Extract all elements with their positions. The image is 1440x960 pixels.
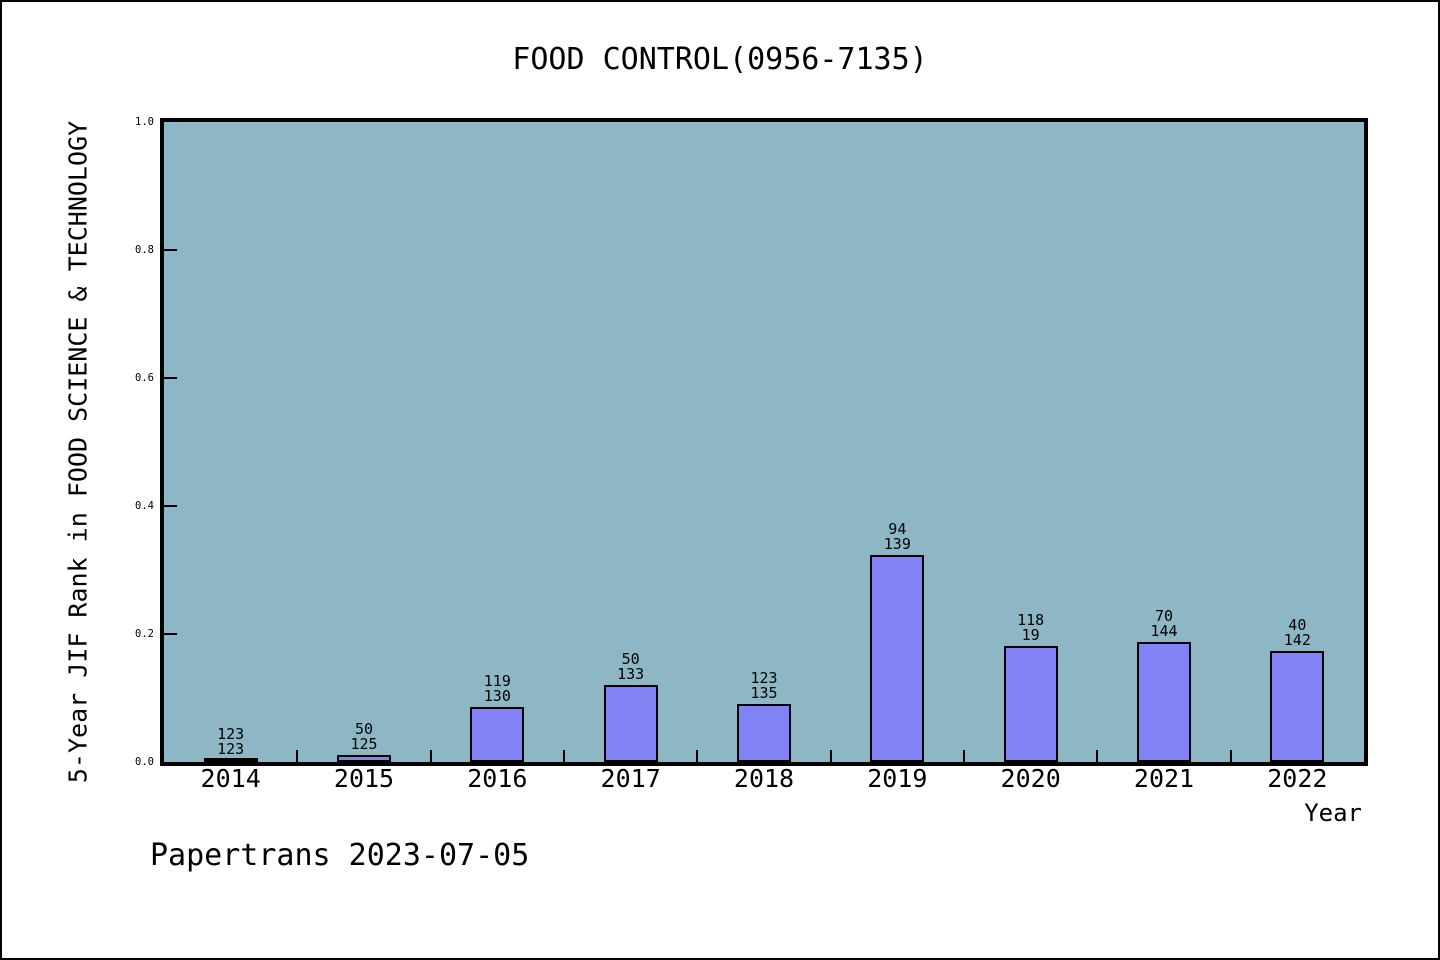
bar-value-line1: 70	[1154, 607, 1174, 625]
x-tick-label: 2014	[200, 764, 261, 793]
bar-value-line1: 94	[888, 520, 907, 538]
x-tick-label: 2016	[467, 764, 528, 793]
y-axis-title: 5-Year JIF Rank in FOOD SCIENCE & TECHNO…	[63, 120, 93, 784]
y-tick-mark	[164, 505, 177, 507]
bar-value-line2: 135	[750, 684, 778, 702]
bar-value-label: 94 139	[837, 522, 957, 552]
bar-value-line2: 130	[483, 687, 511, 705]
x-tick-mark	[696, 750, 698, 762]
bar	[203, 758, 258, 762]
y-tick-label: 0.6	[135, 372, 154, 384]
bar-value-line2: 125	[350, 735, 378, 753]
y-tick-label: 0.8	[135, 244, 154, 256]
bar-value-line2: 133	[617, 665, 645, 683]
x-tick-mark	[1096, 750, 1098, 762]
x-tick-label: 2018	[733, 764, 795, 793]
x-tick-label: 2022	[1267, 764, 1328, 793]
x-tick-label: 2019	[867, 764, 928, 793]
bar	[1270, 651, 1325, 762]
bar-value-line1: 50	[621, 650, 640, 668]
bar-value-label: 70 144	[1104, 609, 1224, 639]
bar-value-line2: 19	[1021, 626, 1040, 644]
x-tick-mark	[430, 750, 432, 762]
bar-value-label: 50 133	[571, 652, 691, 682]
bar-value-label: 118 19	[971, 613, 1091, 643]
chart-title: FOOD CONTROL(0956-7135)	[512, 42, 928, 77]
y-tick-mark	[164, 377, 177, 379]
bar-value-line1: 50	[354, 720, 374, 738]
bar-value-line1: 40	[1288, 616, 1307, 634]
x-tick-label: 2017	[600, 764, 661, 793]
bar-value-line1: 123	[750, 669, 778, 687]
plot-area: 123 123 50 125 119 130 50 133 123 135 94 139 118 19 70…	[160, 118, 1368, 766]
y-tick-label: 1.0	[135, 116, 154, 128]
x-tick-mark	[296, 750, 298, 762]
y-tick-label: 0.4	[135, 500, 154, 512]
y-tick-label: 0.2	[135, 628, 154, 640]
y-tick-mark	[164, 249, 177, 251]
bar-value-line2: 123	[217, 740, 245, 758]
x-tick-mark	[830, 750, 832, 762]
x-tick-mark	[563, 750, 565, 762]
footer-text: Papertrans 2023-07-05	[150, 838, 530, 873]
x-tick-label: 2015	[333, 764, 395, 793]
x-tick-label: 2021	[1133, 764, 1195, 793]
bar	[470, 707, 525, 762]
x-tick-label: 2020	[1000, 764, 1061, 793]
bar	[337, 755, 391, 762]
bar-value-line1: 119	[483, 672, 511, 690]
bar-value-line1: 118	[1017, 611, 1045, 629]
bar-value-label: 123 123	[171, 727, 291, 757]
bar	[870, 555, 925, 762]
x-tick-mark	[963, 750, 965, 762]
bar	[1003, 646, 1058, 762]
bar	[603, 685, 658, 762]
y-tick-label: 0.0	[135, 756, 154, 768]
bar-value-line2: 139	[883, 535, 911, 553]
bar	[737, 704, 791, 762]
bar-value-label: 50 125	[304, 722, 424, 752]
x-tick-mark	[1230, 750, 1232, 762]
bar-value-label: 40 142	[1237, 618, 1357, 648]
bar-value-label: 119 130	[437, 674, 557, 704]
x-axis-title: Year	[1304, 799, 1362, 827]
bar	[1137, 642, 1191, 762]
y-tick-mark	[164, 633, 177, 635]
bar-value-line1: 123	[217, 725, 245, 743]
bar-value-line2: 142	[1283, 631, 1311, 649]
bar-value-line2: 144	[1150, 622, 1178, 640]
bar-value-label: 123 135	[704, 671, 824, 701]
